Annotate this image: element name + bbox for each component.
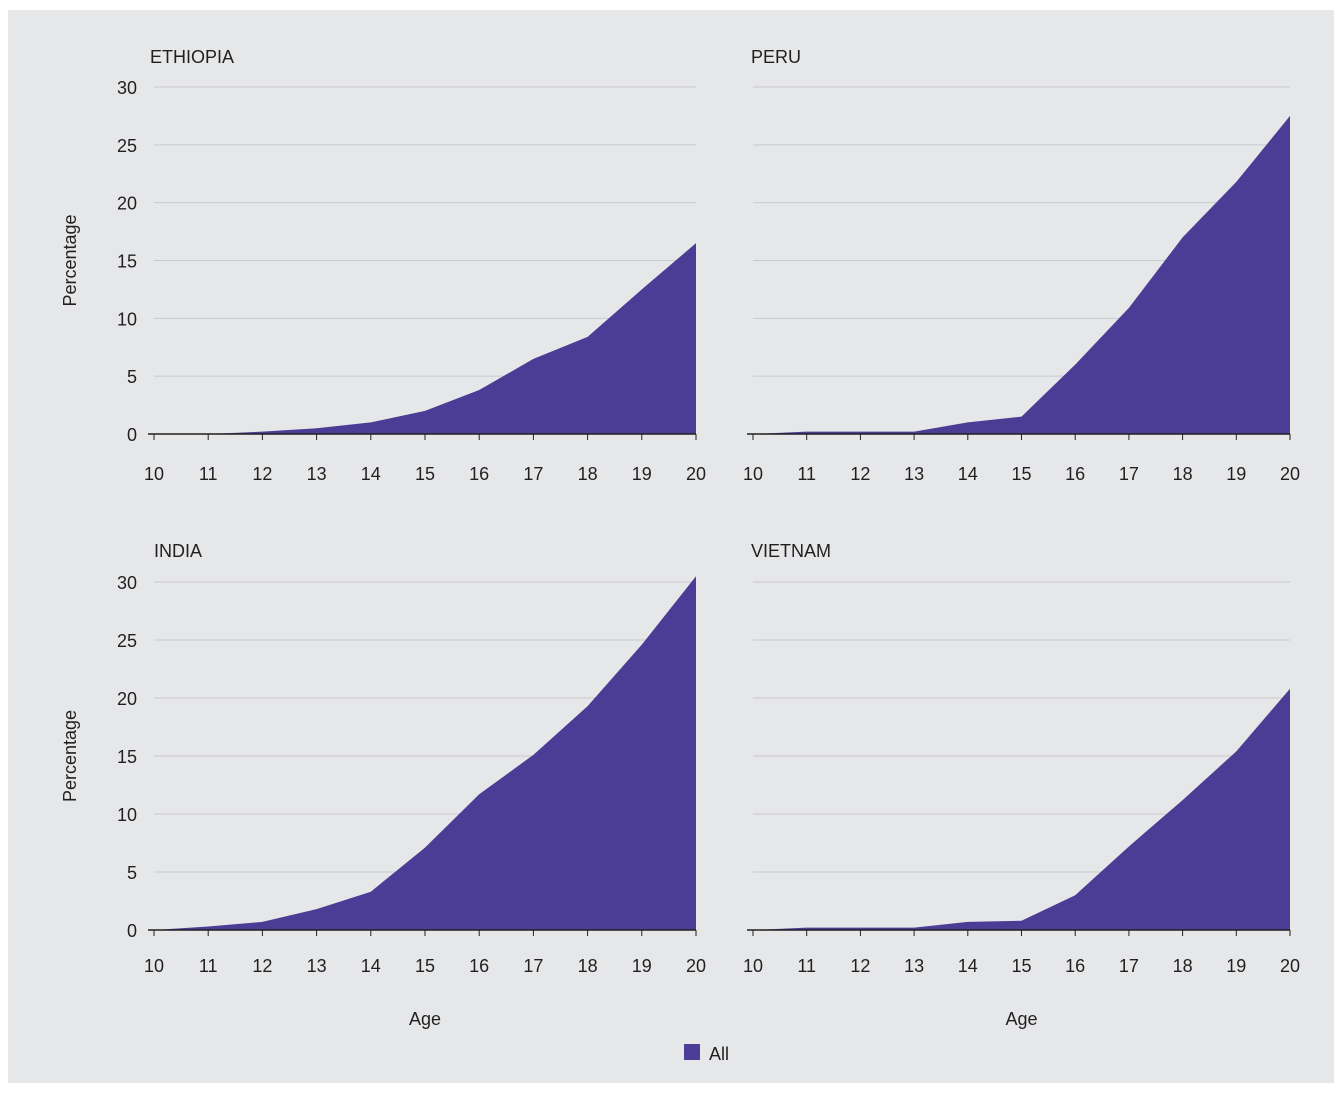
panel-title: VIETNAM [751,541,831,561]
x-axis-label: Age [409,1009,441,1029]
chart-panel-india: 10 11 12 13 14 15 16 17 18 19 20 0 5 10 15 20 25 30 INDIA P… [60,541,706,1029]
chart-panel-vietnam: 10 11 12 13 14 15 16 17 18 19 20 VIETNAM Age [743,541,1300,1029]
x-tick-label: 12 [252,956,272,976]
y-tick-label: 15 [117,252,137,272]
legend: All [684,1044,729,1064]
x-tick-label: 16 [1065,464,1085,484]
x-tick-label: 13 [904,464,924,484]
x-tick-label: 20 [1280,956,1300,976]
y-tick-label: 5 [127,367,137,387]
x-tick-label: 20 [686,956,706,976]
x-tick-label: 17 [523,464,543,484]
x-tick-label: 16 [469,956,489,976]
x-tick-label: 20 [1280,464,1300,484]
area-series-all [154,576,696,930]
x-tick-label: 16 [469,464,489,484]
x-tick-label: 19 [632,956,652,976]
x-tick-label: 17 [523,956,543,976]
y-tick-label: 0 [127,425,137,445]
x-tick-label: 10 [743,956,763,976]
x-tick-label: 19 [1226,956,1246,976]
x-tick-label: 14 [361,956,381,976]
chart-canvas: 10 11 12 13 14 15 16 17 18 19 20 0 5 10 15 20 25 30 ETHIOP… [60,47,1300,1064]
y-tick-label: 20 [117,194,137,214]
x-tick-label: 18 [578,956,598,976]
x-tick-label: 10 [144,464,164,484]
x-tick-label: 15 [415,464,435,484]
x-tick-label: 12 [850,956,870,976]
y-axis-label: Percentage [60,214,80,306]
chart-panel-ethiopia: 10 11 12 13 14 15 16 17 18 19 20 0 5 10 15 20 25 30 ETHIOP… [60,47,706,484]
x-tick-label: 11 [797,956,816,976]
x-tick-label: 10 [743,464,763,484]
legend-label: All [709,1044,729,1064]
x-tick-label: 12 [850,464,870,484]
panel-title: INDIA [154,541,202,561]
x-tick-label: 13 [307,956,327,976]
area-series-all [753,115,1290,435]
chart-panel-peru: 10 11 12 13 14 15 16 17 18 19 20 PERU [743,47,1300,484]
x-tick-label: 15 [1011,956,1031,976]
x-tick-label: 14 [958,956,978,976]
panel-title: PERU [751,47,801,67]
x-tick-label: 11 [199,464,218,484]
area-series-all [753,688,1290,930]
x-axis-label: Age [1005,1009,1037,1029]
y-tick-label: 5 [127,863,137,883]
x-tick-label: 13 [904,956,924,976]
x-tick-label: 14 [958,464,978,484]
x-tick-label: 11 [199,956,218,976]
y-tick-label: 10 [117,309,137,329]
x-tick-label: 18 [1173,956,1193,976]
chart-figure: 10 11 12 13 14 15 16 17 18 19 20 0 5 10 15 20 25 30 ETHIOP… [8,10,1334,1083]
x-tick-label: 18 [578,464,598,484]
y-tick-label: 15 [117,747,137,767]
x-tick-label: 15 [1011,464,1031,484]
x-tick-label: 10 [144,956,164,976]
x-tick-label: 15 [415,956,435,976]
panel-title: ETHIOPIA [150,47,234,67]
x-tick-label: 17 [1119,956,1139,976]
legend-swatch [684,1044,700,1060]
y-tick-label: 10 [117,805,137,825]
y-tick-label: 30 [117,573,137,593]
y-tick-label: 25 [117,136,137,156]
y-tick-label: 25 [117,631,137,651]
x-tick-label: 11 [797,464,816,484]
x-tick-label: 12 [252,464,272,484]
x-tick-label: 20 [686,464,706,484]
area-series-all [154,243,696,434]
x-tick-label: 18 [1173,464,1193,484]
y-tick-label: 30 [117,78,137,98]
x-tick-label: 16 [1065,956,1085,976]
x-tick-label: 14 [361,464,381,484]
x-tick-label: 17 [1119,464,1139,484]
y-tick-label: 20 [117,689,137,709]
x-tick-label: 19 [632,464,652,484]
x-tick-label: 13 [307,464,327,484]
y-axis-label: Percentage [60,710,80,802]
y-tick-label: 0 [127,921,137,941]
x-tick-label: 19 [1226,464,1246,484]
